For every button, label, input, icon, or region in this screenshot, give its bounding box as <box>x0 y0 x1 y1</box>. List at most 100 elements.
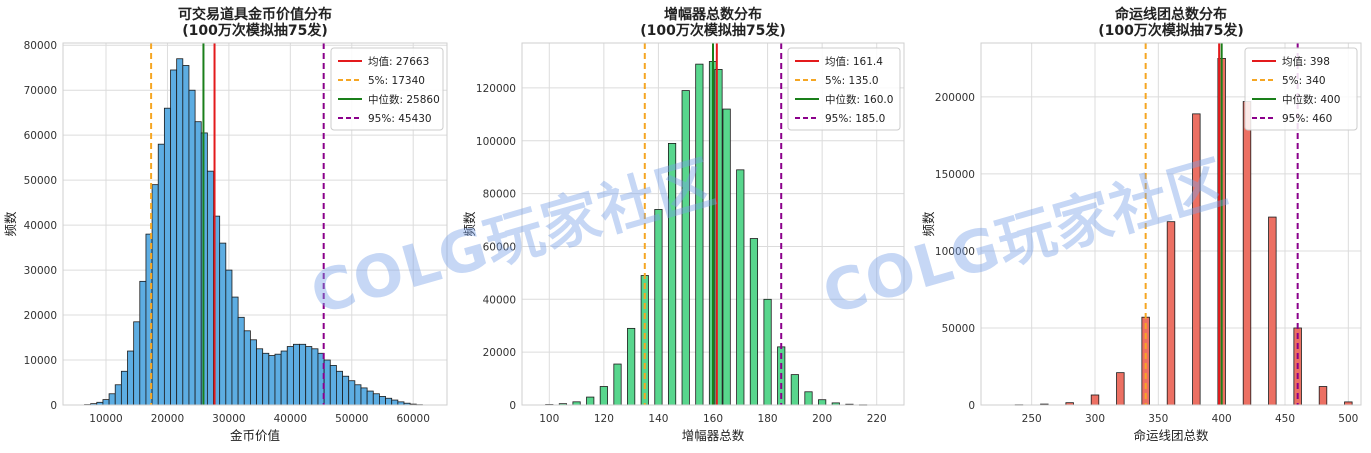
histogram-bar <box>102 399 110 406</box>
histogram-bar <box>108 393 116 406</box>
y-tick-label: 150000 <box>935 169 975 181</box>
histogram-bar <box>1318 386 1328 406</box>
legend-label: 均值: 161.4 <box>825 55 883 68</box>
histogram-bar <box>763 298 772 406</box>
histogram-bar <box>1090 394 1100 406</box>
y-tick-label: 40000 <box>483 294 516 306</box>
histogram-bar <box>818 399 827 406</box>
histogram-bar <box>286 346 294 406</box>
histogram-bar <box>237 316 245 406</box>
histogram-bar <box>599 386 608 406</box>
histogram-bar <box>182 65 190 406</box>
legend: 均值: 398 5%: 340 中位数: 400 95%: 460 <box>1244 47 1358 131</box>
y-tick-label: 70000 <box>24 85 57 97</box>
chart-panel-2: 100 120 140 160 180 200 220 0 20000 40000 60000 800… <box>462 6 905 443</box>
histogram-bar <box>145 233 153 406</box>
y-tick-label: 80000 <box>483 189 516 201</box>
histogram-bar <box>170 69 178 406</box>
y-tick-label: 80000 <box>24 40 57 52</box>
histogram-bar <box>1116 372 1125 406</box>
histogram-bar <box>262 352 270 406</box>
histogram-bar <box>1268 216 1277 406</box>
y-tick-label: 20000 <box>24 310 57 322</box>
histogram-bar <box>749 238 759 406</box>
legend-box <box>787 47 901 131</box>
histogram-bar <box>194 121 202 406</box>
legend-label: 95%: 460 <box>1282 113 1332 125</box>
histogram-bar <box>176 58 184 406</box>
histogram-bar <box>366 390 374 406</box>
y-axis-label: 频数 <box>462 211 477 237</box>
histogram-bar <box>256 348 264 406</box>
histogram-bar <box>681 90 690 406</box>
x-tick-label: 400 <box>1212 413 1232 425</box>
y-tick-label: 0 <box>509 400 516 412</box>
histogram-bar <box>163 107 171 406</box>
histogram-bar <box>586 396 595 406</box>
x-tick-label: 300 <box>1085 413 1105 425</box>
x-tick-label: 50000 <box>335 413 368 425</box>
legend-box <box>1244 47 1358 131</box>
x-tick-label: 180 <box>758 413 778 425</box>
plot-frame <box>521 42 905 406</box>
plot-frame <box>62 42 448 406</box>
histogram-bar <box>385 397 393 406</box>
histogram-bar <box>379 396 386 406</box>
x-axis-label: 命运线团总数 <box>1133 428 1209 443</box>
y-tick-label: 0 <box>968 400 975 412</box>
histogram-bar <box>804 391 813 406</box>
histogram-bar <box>627 327 636 406</box>
y-axis-label: 频数 <box>921 211 936 237</box>
legend: 均值: 161.4 5%: 135.0 中位数: 160.0 95%: 185.0 <box>787 47 901 131</box>
legend-label: 均值: 398 <box>1282 55 1330 68</box>
histogram-bar <box>348 380 356 406</box>
x-tick-label: 200 <box>812 413 832 425</box>
legend-label: 5%: 340 <box>1282 75 1326 87</box>
histogram-bar <box>323 359 331 406</box>
histogram-bar <box>311 348 319 406</box>
x-tick-label: 30000 <box>212 413 245 425</box>
histogram-bar <box>1141 316 1150 406</box>
x-tick-label: 160 <box>703 413 723 425</box>
legend-label: 95%: 185.0 <box>825 113 885 125</box>
histogram-bar <box>667 143 677 406</box>
x-tick-label: 40000 <box>274 413 307 425</box>
y-tick-label: 50000 <box>942 323 975 335</box>
histogram-bar <box>114 384 122 406</box>
x-axis-label: 金币价值 <box>230 428 280 443</box>
x-tick-label: 450 <box>1275 413 1295 425</box>
x-tick-label: 140 <box>648 413 668 425</box>
x-tick-label: 220 <box>867 413 887 425</box>
legend-label: 95%: 45430 <box>368 113 432 125</box>
chart-panel-1: 10000 20000 30000 40000 50000 60000 0 10000 2000… <box>3 6 448 443</box>
legend-label: 中位数: 400 <box>1282 93 1340 106</box>
histogram-bar <box>354 384 362 406</box>
x-axis-label: 增幅器总数 <box>682 428 745 443</box>
y-tick-label: 20000 <box>483 347 516 359</box>
histogram-bar <box>120 370 128 406</box>
histogram-bar <box>305 346 313 406</box>
x-tick-label: 100 <box>539 413 559 425</box>
x-tick-label: 120 <box>594 413 614 425</box>
histogram-bar <box>1192 113 1201 406</box>
histogram-bar <box>790 374 799 406</box>
x-tick-label: 20000 <box>151 413 184 425</box>
histogram-bar <box>292 343 300 406</box>
y-tick-label: 50000 <box>24 175 57 187</box>
histogram-bar <box>188 89 196 406</box>
histogram-bar <box>151 184 159 406</box>
chart-title: 命运线团总数分布 <box>1114 6 1227 23</box>
y-tick-label: 0 <box>50 400 57 412</box>
histogram-bar <box>280 350 288 406</box>
chart-title: 增幅器总数分布 <box>664 6 762 23</box>
y-tick-label: 40000 <box>24 220 57 232</box>
chart-panel-3: 250 300 350 400 450 500 0 50000 100000 150000 2000… <box>921 6 1362 443</box>
legend-label: 5%: 17340 <box>368 75 425 87</box>
histogram-bar <box>243 330 251 406</box>
histogram-bar <box>231 296 239 406</box>
chart-title: (100万次模拟抽75发) <box>640 22 786 39</box>
histogram-bar <box>249 339 257 406</box>
chart-title: 可交易道具金币价值分布 <box>178 6 332 23</box>
histogram-bar <box>391 399 399 406</box>
